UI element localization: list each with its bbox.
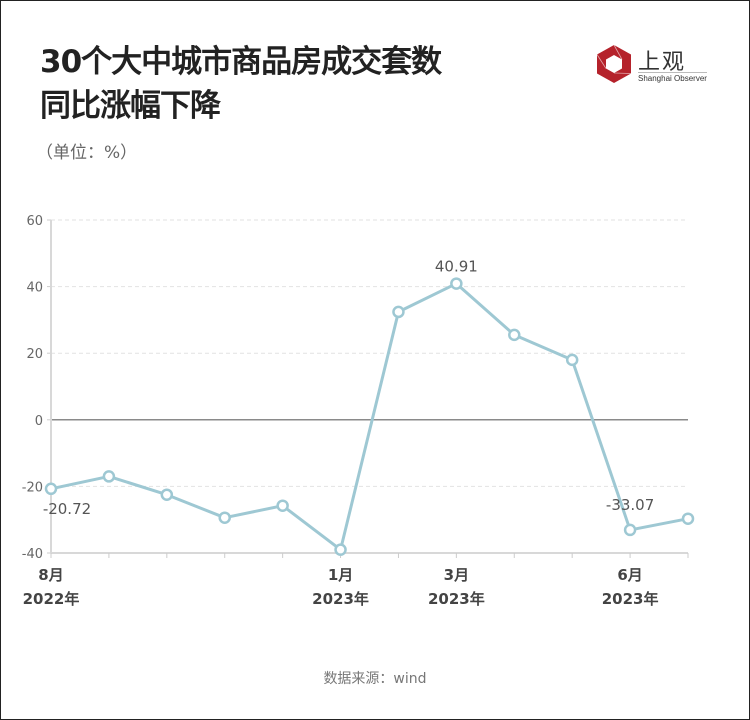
x-tick-label-month: 3月 — [444, 566, 469, 584]
data-point[interactable] — [218, 511, 231, 524]
data-source: 数据来源：wind — [323, 671, 427, 687]
x-tick-label-month: 1月 — [328, 566, 353, 584]
title-line-1: 30个大中城市商品房成交套数 — [40, 44, 442, 80]
data-label: -33.07 — [606, 496, 654, 514]
y-tick-label: -20 — [22, 480, 43, 495]
data-point[interactable] — [334, 543, 347, 556]
data-label: -20.72 — [43, 500, 91, 518]
x-tick-label-month: 8月 — [38, 566, 63, 584]
x-tick-label-month: 6月 — [617, 566, 642, 584]
data-label: 40.91 — [435, 258, 478, 276]
data-point[interactable] — [450, 277, 463, 290]
y-tick-label: 20 — [26, 347, 43, 362]
data-point[interactable] — [623, 523, 637, 537]
series-line — [50, 282, 689, 552]
data-point[interactable] — [508, 328, 521, 342]
data-point[interactable] — [102, 470, 116, 483]
x-tick-label-year: 2022年 — [23, 590, 80, 608]
logo-name-cn: 上观 — [638, 50, 687, 75]
line-chart: 60 40 20 0 -20 -40 8月 2022年 1月 2023年 3月 2023年 6月 2023… — [22, 214, 695, 608]
x-tick-label-year: 2023年 — [602, 590, 659, 608]
data-point[interactable] — [392, 305, 405, 319]
data-point[interactable] — [681, 512, 695, 525]
logo-hexagon-icon — [596, 44, 632, 83]
data-point[interactable] — [276, 499, 289, 512]
unit-label: （单位：%） — [36, 143, 138, 163]
data-point[interactable] — [565, 353, 579, 367]
shanghai-observer-logo: 上观 Shanghai Observer — [594, 42, 707, 86]
x-tick-label-year: 2023年 — [312, 590, 369, 608]
x-tick-label-year: 2023年 — [428, 590, 485, 608]
y-tick-label: -40 — [22, 547, 43, 562]
data-point[interactable] — [44, 482, 58, 496]
y-tick-label: 0 — [35, 414, 43, 429]
logo-name-en: Shanghai Observer — [638, 72, 707, 83]
chart-title: 30个大中城市商品房成交套数 同比涨幅下降 — [40, 40, 442, 128]
y-tick-label: 40 — [26, 281, 43, 296]
y-tick-label: 60 — [26, 214, 43, 229]
title-line-2: 同比涨幅下降 — [40, 88, 221, 124]
data-point[interactable] — [160, 488, 174, 501]
